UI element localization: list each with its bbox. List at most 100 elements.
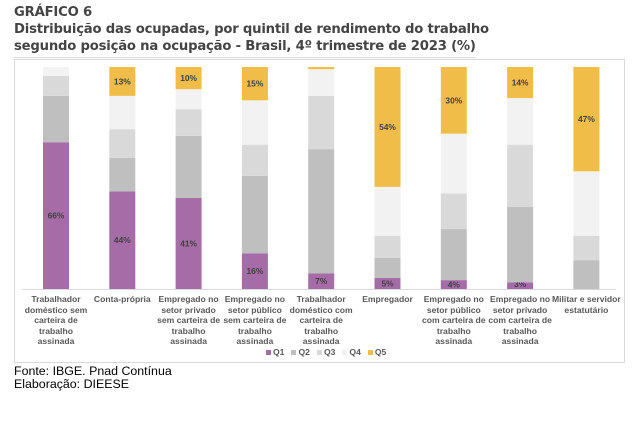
x-tick-label-line: estatutário (564, 304, 609, 315)
bar-segment-q3 (109, 129, 136, 159)
bar-segment-q3 (440, 193, 467, 230)
x-tick-label: Militar e servidor estatutário (546, 294, 626, 315)
bar-segment-q5 (175, 67, 202, 90)
x-tick-label-line: Militar e servidor (552, 294, 621, 304)
x-tick-label-line: carteira de (299, 315, 343, 325)
x-tick-label-line: trabalho (436, 325, 471, 336)
bar-segment-q4 (109, 95, 136, 130)
legend-label: Q1 (273, 347, 285, 357)
data-label-q1: 16% (247, 266, 264, 276)
bar-segment-q2 (507, 206, 534, 283)
x-tick-label: Empregado no setor público com carteira de… (414, 294, 494, 347)
x-tick-label-line: sem carteira de (223, 315, 287, 325)
data-label-q5: 54% (379, 122, 396, 132)
data-label-q1: 66% (48, 211, 65, 221)
x-tick-label: Conta-própria (82, 294, 162, 305)
data-label-q5: 10% (180, 73, 197, 83)
x-tick-label-line: trabalho (304, 325, 339, 336)
bar-segment-q2 (440, 229, 467, 281)
bar-segment-q1 (43, 142, 69, 289)
data-label-q1: 3% (514, 279, 527, 289)
bar-segment-q5 (507, 67, 534, 99)
legend-swatch-icon (291, 349, 297, 355)
x-tick-label-line: assinada (37, 336, 75, 346)
x-tick-label: Trabalhador doméstico sem carteira de traba… (16, 294, 96, 347)
data-label-q1: 7% (315, 276, 328, 286)
x-tick-label-line: Empregador (362, 294, 413, 304)
x-tick-label-line: setor público (426, 304, 481, 315)
bar-segment-q4 (374, 186, 401, 236)
bar-segment-q1 (440, 280, 467, 289)
bar-segment-q3 (374, 235, 401, 258)
data-label-q5: 47% (578, 114, 595, 124)
bar-segment-q4 (507, 98, 534, 145)
bar-segment-q2 (43, 95, 69, 143)
data-label-q1: 4% (448, 280, 461, 290)
x-tick-label-line: Empregado no (423, 294, 484, 304)
title-divider (14, 57, 476, 58)
chart-number: GRÁFICO 6 (14, 5, 92, 20)
x-tick-label-line: doméstico com (289, 304, 353, 315)
x-tick-label-line: carteira de (34, 315, 78, 325)
x-tick-label-line: assinada (435, 336, 473, 346)
legend-swatch-icon (342, 349, 348, 355)
bar-segment-q3 (308, 95, 335, 150)
bar-segment-q4 (308, 69, 335, 96)
legend-label: Q3 (323, 347, 336, 357)
elaboration-text: Elaboração: DIEESE (14, 377, 130, 391)
legend-swatch-icon (367, 349, 373, 355)
legend-label: Q5 (374, 347, 387, 357)
bar-segment-q4 (573, 171, 600, 236)
x-tick-label: Empregado no setor privado com carteira de… (480, 294, 560, 347)
x-tick-label-line: trabalho (39, 325, 73, 336)
legend-label: Q2 (298, 347, 310, 357)
legend-item-q5: Q5 (367, 347, 387, 357)
data-label-q5: 13% (114, 76, 131, 86)
x-tick-label-line: setor público (227, 304, 282, 315)
legend-item-q2: Q2 (291, 347, 310, 357)
x-tick-label-line: assinada (236, 336, 274, 346)
x-tick-label-line: assinada (302, 336, 340, 346)
x-tick-label-line: Conta-própria (93, 294, 151, 304)
x-tick-label: Empregado no setor público sem carteira de… (215, 294, 295, 347)
x-tick-label-line: trabalho (503, 325, 538, 336)
bar-segment-q3 (573, 235, 600, 261)
bar-segment-q5 (241, 67, 268, 101)
bar-segment-q1 (374, 277, 401, 289)
data-label-q1: 41% (180, 238, 197, 248)
x-tick-label-line: Trabalhador (296, 294, 346, 304)
bar-segment-q3 (507, 144, 534, 207)
bar-segment-q5 (374, 67, 401, 187)
legend-item-q4: Q4 (342, 347, 361, 357)
chart-legend: Q1 Q2 Q3 Q4 Q5 (266, 347, 386, 357)
x-tick-label-line: Empregado no (490, 294, 551, 304)
x-tick-label-line: setor privado (161, 304, 216, 315)
chart-title-block: GRÁFICO 6 Distribuição das ocupadas, por… (14, 4, 489, 55)
x-tick-label-line: assinada (501, 336, 539, 346)
legend-swatch-icon (316, 349, 322, 355)
bar-segment-q1 (109, 191, 136, 289)
bar-segment-q4 (43, 67, 69, 76)
bar-segment-q2 (109, 158, 136, 192)
x-tick-label-line: Empregado no (158, 294, 219, 304)
bar-segment-q1 (507, 282, 534, 289)
x-tick-label-line: setor privado (492, 304, 548, 315)
bar-segment-q3 (43, 75, 69, 96)
legend-label: Q4 (349, 347, 361, 357)
x-tick-label-line: assinada (170, 336, 207, 346)
bar-segment-q2 (241, 175, 268, 254)
x-tick-label: Empregado no setor privado sem carteira de… (149, 294, 229, 347)
x-tick-label-line: trabalho (237, 325, 272, 336)
x-tick-label: Empregador (348, 294, 428, 305)
x-tick-label-line: Trabalhador (31, 294, 81, 304)
bar-segment-q3 (175, 109, 202, 136)
data-label-q1: 44% (114, 235, 131, 245)
chart-title-line-1: Distribuição das ocupadas, por quintil d… (14, 22, 489, 37)
legend-swatch-icon (266, 349, 271, 355)
bar-segment-q4 (440, 133, 467, 194)
source-note: Fonte: IBGE. Pnad Contínua Elaboração: D… (14, 365, 172, 391)
bar-segment-q2 (175, 135, 202, 198)
bar-segment-q1 (175, 197, 202, 289)
bar-segment-q2 (374, 257, 401, 278)
bar-segment-q5 (440, 67, 467, 134)
